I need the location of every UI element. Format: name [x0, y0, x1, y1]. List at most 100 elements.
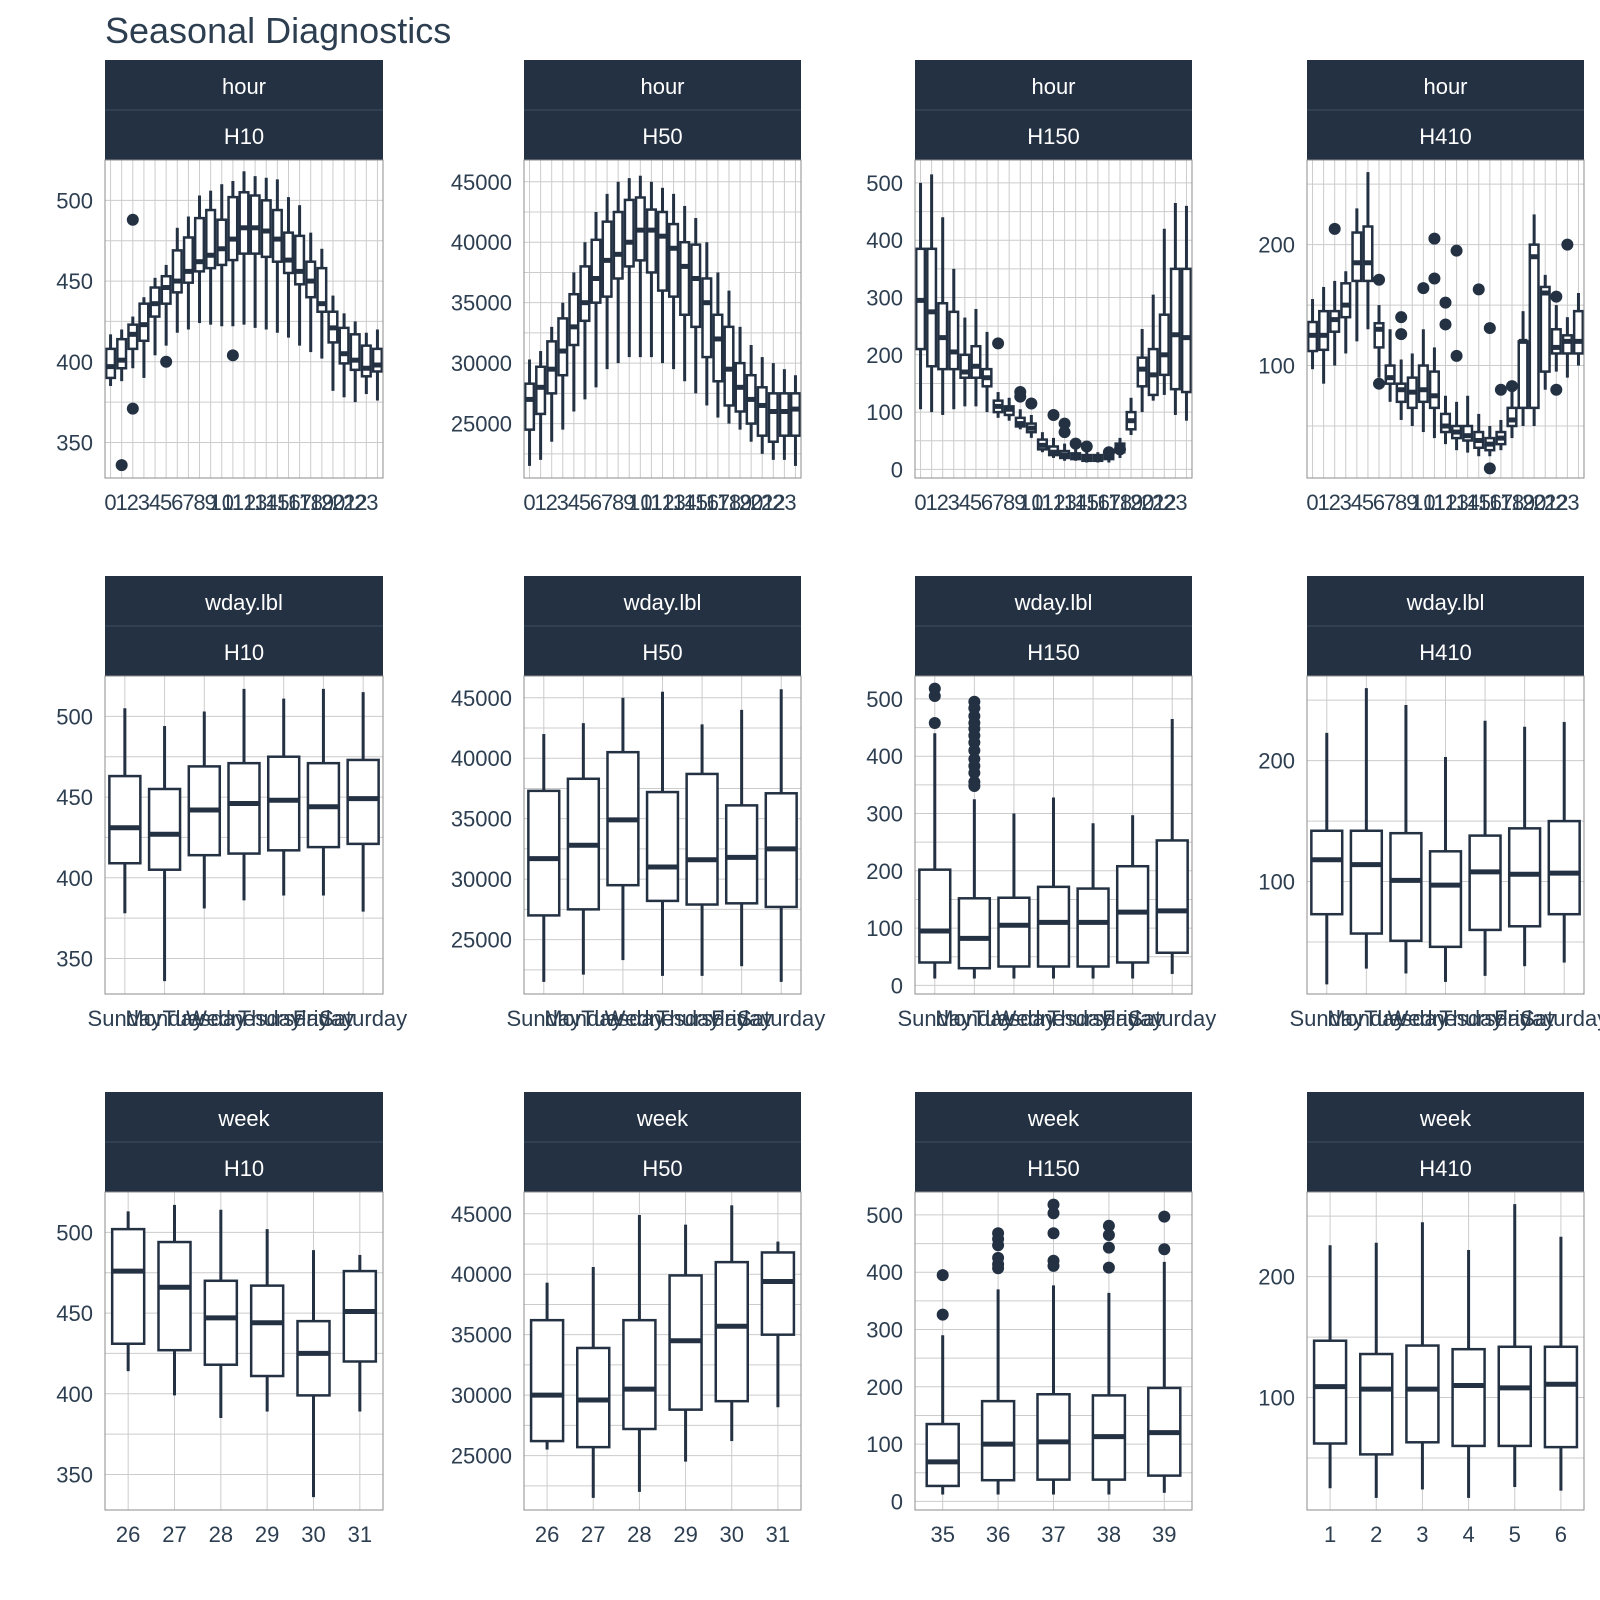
- outlier-point: [928, 716, 941, 729]
- outlier-point: [1014, 390, 1027, 403]
- box: [157, 1204, 192, 1396]
- x-tick-label: 20: [321, 490, 345, 515]
- box: [645, 181, 657, 358]
- x-tick-label: 39: [1152, 1522, 1176, 1547]
- facet-panel-8: wday.lbl H410 100 200 SundayMondayTuesdayWed…: [1258, 576, 1600, 1031]
- x-tick-label: Sunday: [506, 1006, 581, 1031]
- box: [701, 242, 713, 406]
- box: [1405, 1222, 1440, 1490]
- y-tick-label: 300: [866, 1318, 903, 1343]
- outlier-point: [1080, 440, 1093, 453]
- facet-strip: [105, 1092, 383, 1142]
- y-tick-label: 300: [866, 802, 903, 827]
- box-body: [371, 347, 384, 373]
- box: [1351, 208, 1363, 342]
- y-tick-label: 400: [866, 744, 903, 769]
- x-tick-label: 0: [1306, 490, 1318, 515]
- box-body: [249, 1284, 285, 1378]
- box-body: [1312, 1339, 1348, 1445]
- box-body: [645, 208, 657, 274]
- box: [1081, 451, 1093, 463]
- box-body: [926, 247, 938, 368]
- outlier-point: [1047, 1227, 1060, 1240]
- y-tick-label: 400: [866, 228, 903, 253]
- box-body: [1405, 1344, 1440, 1444]
- x-tick-label: 2: [1329, 490, 1341, 515]
- box: [756, 357, 768, 454]
- y-tick-label: 200: [1258, 749, 1295, 774]
- box: [760, 1241, 796, 1408]
- y-tick-label: 100: [1258, 354, 1295, 379]
- box: [346, 692, 380, 912]
- x-tick-label: 30: [301, 1522, 325, 1547]
- outlier-point: [1102, 1219, 1115, 1232]
- box: [203, 1209, 239, 1418]
- box: [1406, 353, 1418, 427]
- x-tick-label: Tuesday: [1364, 1006, 1448, 1031]
- facet-strip: [1307, 1142, 1584, 1192]
- x-tick-label: Friday: [293, 1006, 354, 1031]
- box-body: [959, 353, 971, 379]
- box-body: [296, 1319, 331, 1397]
- x-tick-label: 22: [1152, 490, 1176, 515]
- box: [981, 331, 993, 413]
- outlier-point: [968, 744, 981, 757]
- outlier-point: [928, 690, 941, 703]
- box: [734, 326, 746, 430]
- x-tick-label: 23: [1163, 490, 1187, 515]
- box-body: [1389, 831, 1423, 943]
- box: [1495, 419, 1507, 451]
- x-tick-label: 19: [728, 490, 752, 515]
- x-tick-label: 5: [1362, 490, 1374, 515]
- box-body: [668, 222, 680, 298]
- x-tick-label: 14: [1455, 490, 1479, 515]
- x-tick-label: 7: [1384, 490, 1396, 515]
- box-body: [360, 344, 372, 378]
- x-tick-label: 3: [1340, 490, 1352, 515]
- panel-border: [914, 159, 1193, 479]
- facet-strip-label: H50: [642, 640, 682, 665]
- box-body: [227, 761, 261, 855]
- box: [714, 1205, 749, 1442]
- x-tick-label: Monday: [1327, 1006, 1405, 1031]
- outlier-point: [1561, 238, 1574, 251]
- box: [1473, 413, 1485, 457]
- box: [227, 180, 239, 327]
- outlier-point: [1047, 1259, 1060, 1272]
- x-tick-label: 21: [1533, 490, 1557, 515]
- box-body: [338, 326, 350, 365]
- y-tick-label: 400: [56, 1382, 93, 1407]
- box-body: [1384, 364, 1396, 385]
- box: [970, 308, 982, 407]
- box-body: [767, 392, 779, 443]
- box-body: [1036, 1393, 1071, 1481]
- x-tick-label: 4: [1351, 490, 1363, 515]
- x-tick-label: 26: [116, 1522, 140, 1547]
- box: [149, 277, 161, 356]
- outlier-point: [1395, 311, 1408, 324]
- box: [568, 272, 580, 412]
- outlier-point: [1439, 318, 1452, 331]
- box: [1115, 815, 1150, 979]
- box: [622, 1214, 657, 1492]
- outlier-point: [1373, 273, 1386, 286]
- box: [1517, 311, 1529, 427]
- x-tick-label: 16: [1086, 490, 1110, 515]
- x-tick-label: 31: [348, 1522, 372, 1547]
- box: [1312, 1245, 1348, 1489]
- box: [1003, 397, 1015, 421]
- facet-strip-label: H150: [1027, 124, 1080, 149]
- box-body: [679, 240, 691, 317]
- x-tick-label: 8: [1003, 490, 1015, 515]
- x-tick-label: Wednesday: [996, 1006, 1112, 1031]
- box: [992, 392, 1004, 418]
- box: [601, 193, 613, 370]
- box: [187, 711, 222, 909]
- y-tick-label: 0: [891, 1489, 903, 1514]
- x-tick-label: Saturday: [1128, 1006, 1216, 1031]
- x-tick-label: 17: [1097, 490, 1121, 515]
- x-tick-label: 5: [1509, 1522, 1521, 1547]
- box: [557, 302, 569, 430]
- facet-panel-5: wday.lbl H10 350 400 450 500 SundayMondayTuesd…: [56, 576, 407, 1031]
- x-tick-label: 5: [579, 490, 591, 515]
